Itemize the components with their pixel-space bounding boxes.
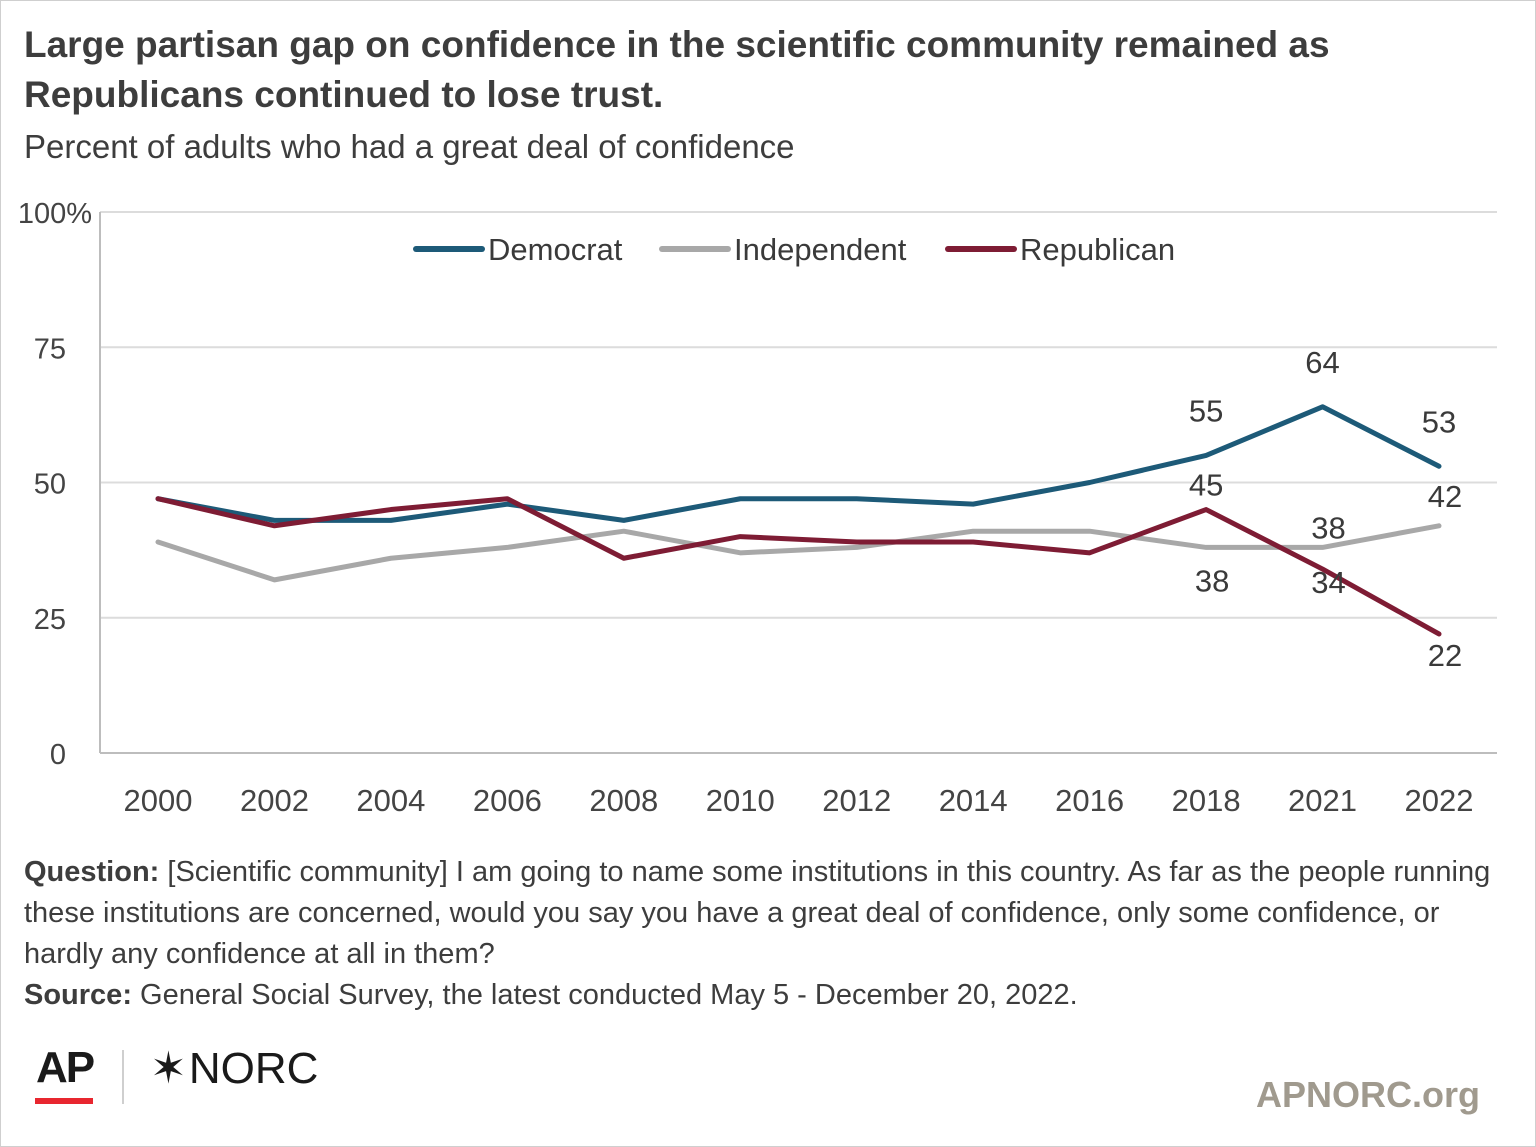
x-tick-label: 2016 [1055,783,1124,818]
data-label: 64 [1305,345,1339,380]
footnote: Question: [Scientific community] I am go… [24,852,1504,1016]
x-tick-label: 2014 [939,783,1008,818]
data-label: 38 [1311,510,1345,545]
norc-star-icon: ✶ [150,1044,187,1093]
y-tick-label: 50 [34,469,66,501]
line-chart: 0 25 50 75 100% 2000 2002 2004 2006 2008 2010 2012 2… [18,198,1497,818]
series-line-democrat [155,404,1442,523]
x-tick-label: 2002 [240,783,309,818]
legend-label-democrat: Democrat [488,232,623,267]
site-url: APNORC.org [1256,1074,1480,1115]
question-label: Question: [24,856,160,888]
chart-subtitle: Percent of adults who had a great deal o… [24,128,795,165]
ap-logo: AP [36,1043,95,1092]
legend-label-republican: Republican [1020,232,1175,267]
x-tick-label: 2010 [706,783,775,818]
data-label: 22 [1428,638,1462,673]
series-line-independent [155,523,1442,583]
data-label: 55 [1189,393,1223,428]
data-label: 45 [1189,468,1223,503]
source-label: Source: [24,979,132,1011]
y-tick-label: 0 [50,739,66,771]
data-label: 34 [1311,565,1345,600]
x-tick-label: 2012 [822,783,891,818]
x-tick-label: 2000 [124,783,193,818]
data-label: 42 [1428,479,1462,514]
data-label: 38 [1195,563,1229,598]
legend-label-independent: Independent [734,232,907,267]
y-tick-label: 75 [34,333,66,365]
y-tick-label: 100% [18,198,92,230]
x-tick-label: 2021 [1288,783,1357,818]
norc-logo: ✶NORC [150,1043,318,1094]
series-line-republican [155,496,1442,637]
source-text: General Social Survey, the latest conduc… [131,979,1078,1011]
question-text: [Scientific community] I am going to nam… [24,856,1491,970]
x-tick-label: 2006 [473,783,542,818]
y-tick-label: 25 [34,604,66,636]
data-label: 53 [1422,404,1456,439]
x-tick-label: 2004 [356,783,425,818]
ap-logo-underline [35,1098,93,1104]
norc-logo-text: NORC [188,1044,319,1093]
chart-title: Large partisan gap on confidence in the … [24,24,1330,115]
x-tick-label: 2008 [589,783,658,818]
logo-divider [122,1050,124,1104]
x-tick-label: 2022 [1405,783,1474,818]
x-tick-label: 2018 [1172,783,1241,818]
